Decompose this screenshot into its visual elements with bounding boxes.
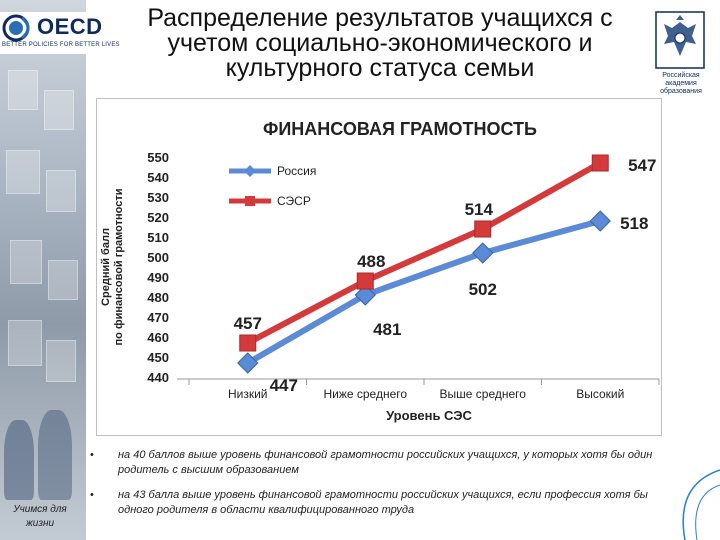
data-point-square	[239, 334, 257, 352]
decorative-tile	[10, 240, 42, 284]
series-line-square	[244, 160, 604, 346]
x-tick-label: Высокий	[576, 387, 624, 401]
data-label: 457	[234, 314, 262, 333]
y-tick-label: 510	[147, 230, 169, 245]
sidebar-slogan: Учимся для жизни	[13, 504, 67, 529]
student-silhouette	[38, 410, 72, 500]
student-silhouette	[4, 420, 34, 500]
slide-title: Распределение результатов учащихся с уче…	[147, 4, 613, 82]
data-point-square	[591, 154, 609, 172]
oecd-globe-icon	[2, 14, 30, 42]
sidebar-photo-strip	[0, 0, 86, 540]
note-text: на 43 балла выше уровень финансовой грам…	[118, 489, 648, 516]
line-chart: ФИНАНСОВАЯ ГРАМОТНОСТЬ Средний балл по фин…	[100, 119, 660, 423]
y-tick-label: 530	[147, 190, 169, 205]
x-tick-label: Выше среднего	[440, 387, 527, 401]
legend-marker-square	[245, 196, 255, 206]
note-text: на 40 баллов выше уровень финансовой гра…	[118, 449, 653, 476]
legend-label: СЭСР	[277, 194, 311, 208]
decorative-tile	[48, 260, 78, 300]
y-tick-label: 500	[147, 250, 169, 265]
oecd-tagline: BETTER POLICIES FOR BETTER LIVES	[2, 42, 120, 48]
data-point-diamond	[354, 284, 376, 306]
y-axis-label: Средний балл	[100, 228, 112, 306]
data-label: 547	[628, 156, 656, 175]
y-tick-label: 540	[147, 170, 169, 185]
y-tick-label: 480	[147, 290, 169, 305]
data-label: 488	[357, 252, 385, 271]
data-label: 447	[270, 376, 298, 395]
y-tick-label: 460	[147, 330, 169, 345]
data-point-square	[474, 220, 492, 238]
decorative-tile	[44, 90, 74, 130]
x-axis-label: Уровень СЭС	[386, 408, 472, 423]
data-point-diamond	[472, 242, 494, 264]
y-axis-label: по финансовой грамотности	[113, 189, 125, 346]
legend-label: Россия	[277, 164, 316, 178]
bullet-icon: •	[90, 489, 94, 501]
y-tick-label: 470	[147, 310, 169, 325]
note-item: • на 43 балла выше уровень финансовой гр…	[88, 488, 660, 518]
decorative-tile	[6, 150, 40, 194]
data-label: 481	[373, 320, 401, 339]
decorative-tile	[46, 340, 76, 382]
y-tick-label: 440	[147, 370, 169, 385]
series-line-diamond	[244, 218, 604, 366]
chart-panel: ФИНАНСОВАЯ ГРАМОТНОСТЬ Средний балл по фин…	[96, 98, 662, 436]
oecd-wordmark: OECD	[37, 14, 103, 39]
x-tick-label: Ниже среднего	[323, 387, 407, 401]
bullet-icon: •	[90, 449, 94, 461]
y-tick-label: 490	[147, 270, 169, 285]
academy-name: Российская академия образования	[660, 72, 702, 95]
double-headed-eagle-emblem-icon	[655, 11, 705, 69]
y-tick-label: 520	[147, 210, 169, 225]
data-label: 518	[620, 214, 648, 233]
y-tick-label: 450	[147, 350, 169, 365]
legend-marker-diamond	[244, 165, 256, 177]
data-point-diamond	[589, 210, 611, 232]
x-tick-label: Низкий	[228, 387, 268, 401]
data-point-diamond	[237, 352, 259, 374]
data-label: 514	[465, 200, 494, 219]
y-tick-label: 550	[147, 150, 169, 165]
note-item: • на 40 баллов выше уровень финансовой г…	[88, 448, 660, 478]
decorative-tile	[8, 320, 42, 366]
data-label: 502	[469, 280, 497, 299]
notes-list: • на 40 баллов выше уровень финансовой г…	[88, 448, 660, 528]
decorative-tile	[8, 70, 38, 110]
data-point-square	[356, 272, 374, 290]
chart-title: ФИНАНСОВАЯ ГРАМОТНОСТЬ	[263, 119, 537, 139]
decorative-tile	[46, 170, 76, 212]
decorative-swirl	[682, 469, 720, 540]
